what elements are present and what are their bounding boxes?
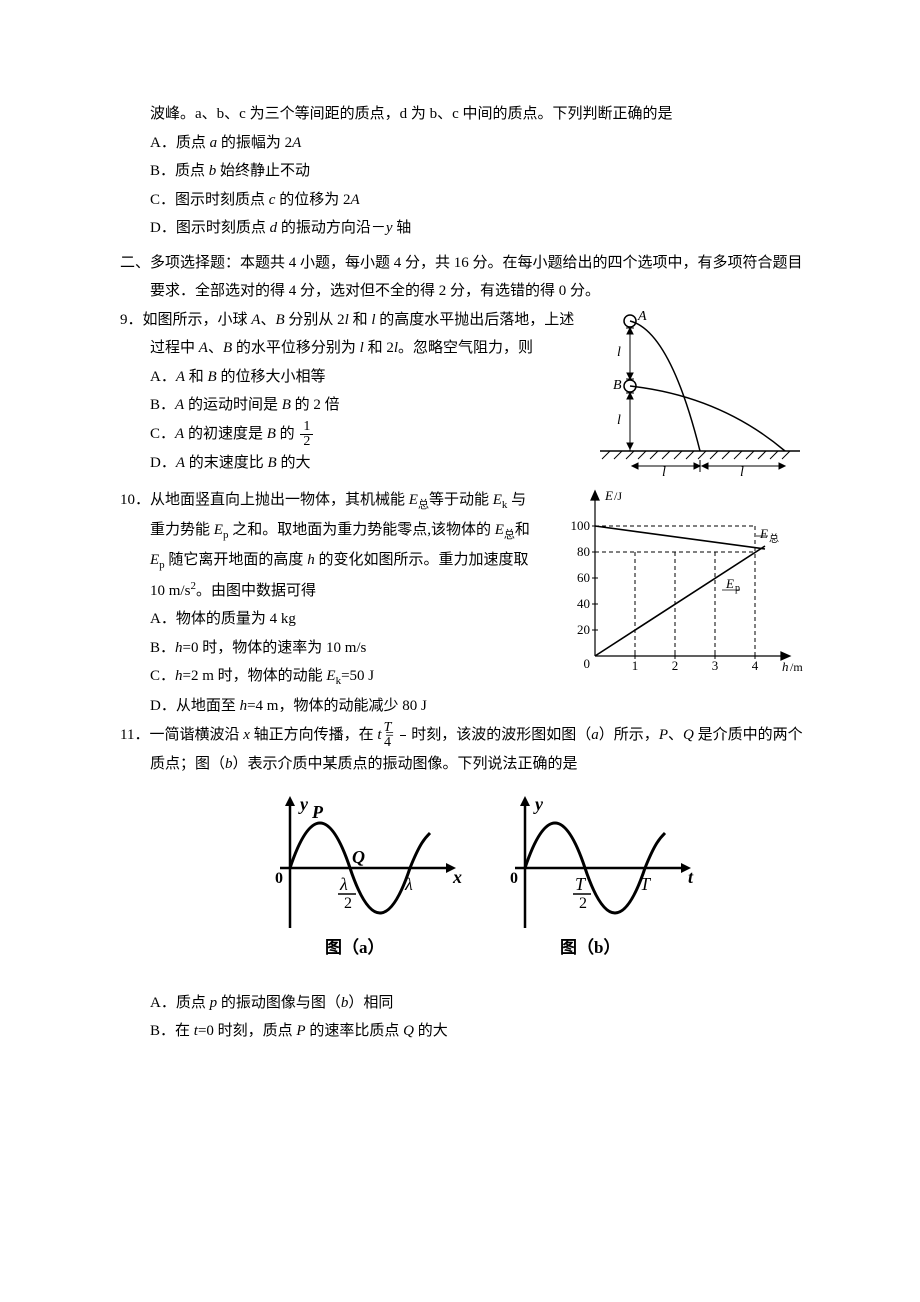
svg-text:h: h xyxy=(782,659,789,674)
q8-option-d: D．图示时刻质点 d 的振动方向沿－y 轴 xyxy=(120,214,810,243)
svg-text:x: x xyxy=(452,867,462,887)
q11-option-a: A．质点 p 的振动图像与图（b）相同 xyxy=(120,989,810,1018)
svg-text:0: 0 xyxy=(275,870,283,887)
svg-text:20: 20 xyxy=(577,622,590,637)
svg-text:l: l xyxy=(617,413,621,428)
svg-text:/J: /J xyxy=(614,489,622,503)
q10-option-d: D．从地面至 h=4 m，物体的动能减少 80 J xyxy=(120,692,810,721)
svg-text:E: E xyxy=(759,526,768,541)
q8-option-b: B．质点 b 始终静止不动 xyxy=(120,157,810,186)
svg-text:Q: Q xyxy=(352,847,365,867)
svg-text:p: p xyxy=(735,583,740,594)
q8-option-c: C．图示时刻质点 c 的位移为 2A xyxy=(120,186,810,215)
svg-text:总: 总 xyxy=(769,532,779,545)
exam-page: 波峰。a、b、c 为三个等间距的质点，d 为 b、c 中间的质点。下列判断正确的… xyxy=(0,0,920,1106)
svg-text:100: 100 xyxy=(571,518,591,533)
q10-block: E/J h/m 100 80 60 40 20 0 xyxy=(120,486,810,721)
svg-text:y: y xyxy=(298,794,309,814)
q9-figure: A B l l xyxy=(590,306,810,487)
svg-text:3: 3 xyxy=(712,658,719,673)
svg-text:60: 60 xyxy=(577,570,590,585)
q8-stem-tail: 波峰。a、b、c 为三个等间距的质点，d 为 b、c 中间的质点。下列判断正确的… xyxy=(120,100,810,129)
svg-text:P: P xyxy=(311,802,324,822)
svg-text:2: 2 xyxy=(579,895,587,912)
svg-text:0: 0 xyxy=(584,656,591,671)
svg-text:40: 40 xyxy=(577,596,590,611)
q11-figures: y x 0 P Q λ 2 λ 图（a） xyxy=(120,788,810,979)
svg-text:λ: λ xyxy=(404,874,413,894)
svg-text:图（a）: 图（a） xyxy=(325,937,385,957)
svg-text:2: 2 xyxy=(672,658,679,673)
q11-option-b: B．在 t=0 时刻，质点 P 的速率比质点 Q 的大 xyxy=(120,1017,810,1046)
svg-text:λ: λ xyxy=(339,874,348,894)
svg-text:/m: /m xyxy=(790,660,803,674)
svg-text:l: l xyxy=(662,465,666,476)
section2-header: 二、多项选择题：本题共 4 小题，每小题 4 分，共 16 分。在每小题给出的四… xyxy=(120,249,810,306)
q11-block: 11．一简谐横波沿 x 轴正方向传播，在 t = T4 时刻，该波的波形图如图（… xyxy=(120,721,810,1046)
q8-option-a: A．质点 a 的振幅为 2A xyxy=(120,129,810,158)
svg-text:80: 80 xyxy=(577,544,590,559)
svg-text:1: 1 xyxy=(632,658,639,673)
svg-text:l: l xyxy=(740,465,744,476)
svg-text:图（b）: 图（b） xyxy=(560,937,620,957)
svg-text:E: E xyxy=(604,488,613,503)
svg-text:y: y xyxy=(533,794,544,814)
svg-text:T: T xyxy=(640,874,652,894)
svg-text:t: t xyxy=(688,867,694,887)
svg-text:0: 0 xyxy=(510,870,518,887)
q9-block: A B l l xyxy=(120,306,810,487)
svg-text:E: E xyxy=(725,576,734,591)
svg-text:A: A xyxy=(637,309,647,324)
svg-text:l: l xyxy=(617,345,621,360)
svg-text:2: 2 xyxy=(344,895,352,912)
svg-text:4: 4 xyxy=(752,658,759,673)
svg-text:B: B xyxy=(613,378,622,393)
svg-text:T: T xyxy=(575,874,587,894)
q11-stem: 11．一简谐横波沿 x 轴正方向传播，在 t = T4 时刻，该波的波形图如图（… xyxy=(120,721,810,779)
q10-chart: E/J h/m 100 80 60 40 20 0 xyxy=(550,486,810,687)
